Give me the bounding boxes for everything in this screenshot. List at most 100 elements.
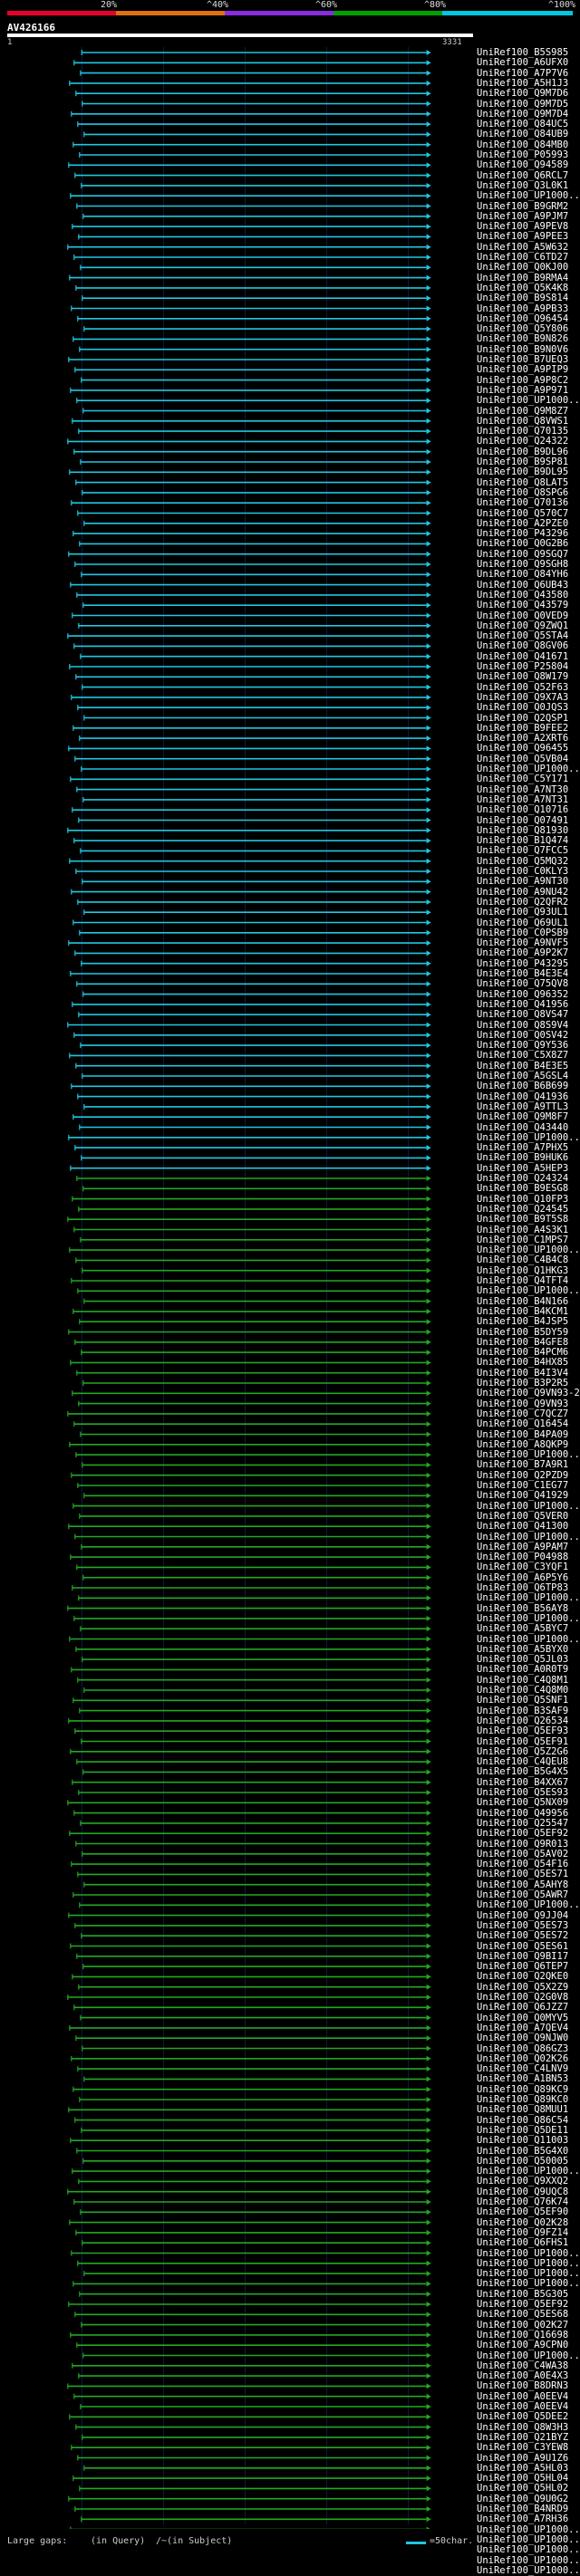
hit-label[interactable]: UniRef100_Q8VS47 [477, 1009, 569, 1021]
hit-label[interactable]: UniRef100_B9N826 [477, 333, 569, 345]
hit-label[interactable]: UniRef100_C5X8Z7 [477, 1050, 569, 1062]
hit-label[interactable]: UniRef100_C5Y171 [477, 774, 569, 785]
hit-label[interactable]: UniRef100_Q02K27 [477, 2319, 569, 2331]
hit-label[interactable]: UniRef100_UP1000.. [477, 2247, 580, 2259]
hit-label[interactable]: UniRef100_Q7FCC5 [477, 845, 569, 857]
hit-label[interactable]: UniRef100_B4NRD9 [477, 2504, 569, 2514]
hit-label[interactable]: UniRef100_P43296 [477, 528, 569, 540]
hit-label[interactable]: UniRef100_A5BYC7 [477, 1623, 569, 1635]
hit-label[interactable]: UniRef100_Q5AV02 [477, 1848, 569, 1860]
hit-label[interactable]: UniRef100_B8DRN3 [477, 2380, 569, 2392]
hit-label[interactable]: UniRef100_Q5ES68 [477, 2309, 569, 2321]
hit-label[interactable]: UniRef100_Q5EF92 [477, 2299, 569, 2310]
hit-label[interactable]: UniRef100_Q9M8F7 [477, 1111, 569, 1123]
hit-label[interactable]: UniRef100_UP1000.. [477, 1500, 580, 1512]
hit-label[interactable]: UniRef100_UP1000.. [477, 1285, 580, 1297]
hit-label[interactable]: UniRef100_C4Q8M1 [477, 1674, 569, 1686]
hit-label[interactable]: UniRef100_Q70135 [477, 426, 569, 437]
hit-label[interactable]: UniRef100_B9DL95 [477, 466, 569, 478]
hit-label[interactable]: UniRef100_Q0VED9 [477, 610, 569, 621]
hit-label[interactable]: UniRef100_Q9VN93 [477, 1398, 569, 1409]
hit-label[interactable]: UniRef100_Q5EF92 [477, 1828, 569, 1840]
hit-label[interactable]: UniRef100_UP1000.. [477, 190, 580, 202]
hit-label[interactable]: UniRef100_Q6UB43 [477, 579, 569, 591]
hit-label[interactable]: UniRef100_Q24324 [477, 1173, 569, 1184]
hit-label[interactable]: UniRef100_B7A9R1 [477, 1459, 569, 1471]
hit-label[interactable]: UniRef100_UP1000.. [477, 2350, 580, 2361]
hit-label[interactable]: UniRef100_A5H1J3 [477, 77, 569, 89]
hit-label[interactable]: UniRef100_Q86GZ3 [477, 2043, 569, 2054]
hit-label[interactable]: UniRef100_Q26534 [477, 1715, 569, 1726]
hit-label[interactable]: UniRef100_Q2QKE0 [477, 1971, 569, 1983]
hit-label[interactable]: UniRef100_A0EEV4 [477, 2401, 569, 2412]
hit-label[interactable]: UniRef100_B5G4X5 [477, 1766, 569, 1778]
hit-label[interactable]: UniRef100_B9SP81 [477, 457, 569, 467]
hit-label[interactable]: UniRef100_Q41300 [477, 1521, 569, 1533]
hit-label[interactable]: UniRef100_B3P2R5 [477, 1378, 569, 1389]
hit-label[interactable]: UniRef100_Q49956 [477, 1807, 569, 1819]
hit-label[interactable]: UniRef100_Q84YH6 [477, 569, 569, 581]
hit-label[interactable]: UniRef100_A5W632 [477, 241, 569, 253]
hit-label[interactable]: UniRef100_Q9M8Z7 [477, 405, 569, 417]
hit-label[interactable]: UniRef100_Q69UL1 [477, 917, 569, 928]
hit-label[interactable]: UniRef100_Q84UB9 [477, 129, 569, 140]
hit-label[interactable]: UniRef100_P25804 [477, 661, 569, 672]
hit-label[interactable]: UniRef100_A7RH36 [477, 2514, 569, 2525]
hit-label[interactable]: UniRef100_A0R0T9 [477, 1664, 569, 1676]
hit-label[interactable]: UniRef100_Q16698 [477, 2329, 569, 2341]
hit-label[interactable]: UniRef100_Q5ES73 [477, 1919, 569, 1931]
hit-label[interactable]: UniRef100_C0KLY3 [477, 866, 569, 877]
hit-label[interactable]: UniRef100_A9P8C2 [477, 374, 569, 386]
hit-label[interactable]: UniRef100_B7UEQ3 [477, 354, 569, 365]
hit-label[interactable]: UniRef100_Q6RCL7 [477, 169, 569, 181]
hit-label[interactable]: UniRef100_Q41936 [477, 1091, 569, 1102]
hit-label[interactable]: UniRef100_Q50005 [477, 2155, 569, 2167]
hit-label[interactable]: UniRef100_Q2QSP1 [477, 712, 569, 724]
hit-label[interactable]: UniRef100_A9PB33 [477, 303, 569, 314]
hit-label[interactable]: UniRef100_Q0G2B6 [477, 538, 569, 550]
hit-label[interactable]: UniRef100_Q9NJW0 [477, 2033, 569, 2044]
hit-label[interactable]: UniRef100_Q9X7A3 [477, 691, 569, 703]
hit-label[interactable]: UniRef100_Q24322 [477, 436, 569, 447]
hit-label[interactable]: UniRef100_A9TTL3 [477, 1101, 569, 1112]
hit-label[interactable]: UniRef100_Q9M7D6 [477, 88, 569, 100]
hit-label[interactable]: UniRef100_Q6TP83 [477, 1582, 569, 1593]
hit-label[interactable]: UniRef100_A9PIP9 [477, 364, 569, 376]
hit-label[interactable]: UniRef100_Q8W179 [477, 671, 569, 683]
hit-label[interactable]: UniRef100_Q0KJ00 [477, 262, 569, 274]
hit-label[interactable]: UniRef100_Q5Y806 [477, 323, 569, 335]
hit-label[interactable]: UniRef100_UP1000.. [477, 1612, 580, 1624]
hit-label[interactable]: UniRef100_UP1000.. [477, 2268, 580, 2280]
hit-label[interactable]: UniRef100_A9PEE3 [477, 231, 569, 243]
hit-label[interactable]: UniRef100_Q2G0V8 [477, 1992, 569, 2003]
hit-label[interactable]: UniRef100_B9GRM2 [477, 200, 569, 212]
hit-label[interactable]: UniRef100_UP1000.. [477, 1449, 580, 1461]
hit-label[interactable]: UniRef100_B4PA09 [477, 1428, 569, 1440]
hit-label[interactable]: UniRef100_UP1000.. [477, 1592, 580, 1604]
hit-label[interactable]: UniRef100_B1Q474 [477, 835, 569, 847]
hit-label[interactable]: UniRef100_Q4TFT4 [477, 1275, 569, 1286]
hit-label[interactable]: UniRef100_UP1000.. [477, 2278, 580, 2290]
hit-label[interactable]: UniRef100_Q9UQC8 [477, 2186, 569, 2197]
hit-label[interactable]: UniRef100_UP1000.. [477, 1531, 580, 1543]
hit-label[interactable]: UniRef100_A9PEV8 [477, 221, 569, 233]
hit-label[interactable]: UniRef100_Q5K4K8 [477, 282, 569, 293]
hit-label[interactable]: UniRef100_Q11003 [477, 2135, 569, 2147]
hit-label[interactable]: UniRef100_B3SAF9 [477, 1705, 569, 1716]
hit-label[interactable]: UniRef100_Q5HL04 [477, 2473, 569, 2485]
hit-label[interactable]: UniRef100_A4S3K1 [477, 1224, 569, 1235]
hit-label[interactable]: UniRef100_B4N166 [477, 1295, 569, 1307]
hit-label[interactable]: UniRef100_Q0MYV5 [477, 2012, 569, 2023]
hit-label[interactable]: UniRef100_A5AHY8 [477, 1879, 569, 1890]
hit-label[interactable]: UniRef100_Q93UL1 [477, 907, 569, 918]
hit-label[interactable]: UniRef100_B4E3E4 [477, 968, 569, 979]
hit-label[interactable]: UniRef100_Q10FP3 [477, 1193, 569, 1205]
hit-label[interactable]: UniRef100_C7QCZ7 [477, 1408, 569, 1419]
hit-label[interactable]: UniRef100_Q5EF93 [477, 1725, 569, 1737]
hit-label[interactable]: UniRef100_C3YQF1 [477, 1562, 569, 1573]
hit-label[interactable]: UniRef100_Q5X2Z9 [477, 1981, 569, 1993]
hit-label[interactable]: UniRef100_Q70136 [477, 497, 569, 509]
hit-label[interactable]: UniRef100_A9CPN0 [477, 2340, 569, 2351]
hit-label[interactable]: UniRef100_Q5DEE2 [477, 2411, 569, 2423]
hit-label[interactable]: UniRef100_UP1000.. [477, 2257, 580, 2269]
